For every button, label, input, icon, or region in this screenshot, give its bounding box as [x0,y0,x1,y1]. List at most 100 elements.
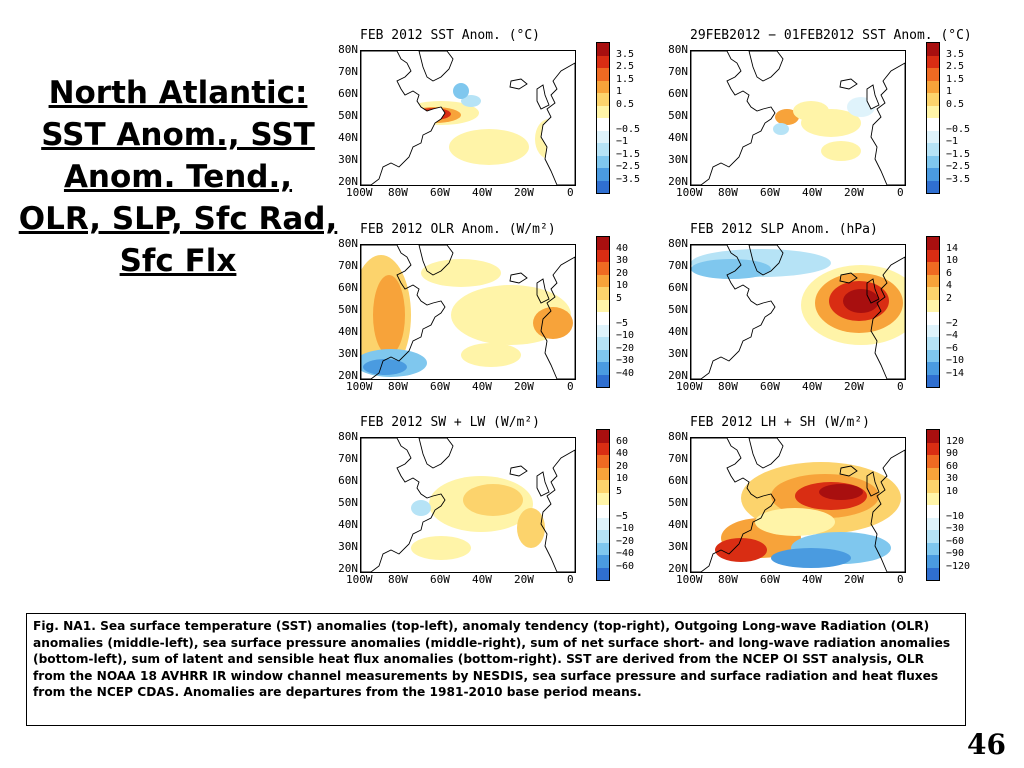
panel-title: FEB 2012 OLR Anom. (W/m²) [360,222,556,237]
north-america-coast [691,51,776,185]
europe-africa-coast [540,62,575,185]
latitude-label: 30N [668,347,688,360]
latitude-label: 30N [338,153,358,166]
anomaly-region [363,359,407,375]
latitude-label: 80N [668,237,688,250]
longitude-label: 60W [430,186,450,199]
latitude-label: 20N [338,175,358,188]
longitude-label: 40W [472,573,492,586]
legend-color-band [927,180,939,193]
latitude-label: 40N [668,518,688,531]
legend-color-band [597,274,609,287]
legend-color-band [597,80,609,93]
legend-level-label: 2.5 [946,61,965,72]
europe-africa-coast [540,449,575,572]
longitude-label: 60W [760,573,780,586]
legend-color-band [597,43,609,56]
legend-color-band [597,118,609,131]
legend-color-band [927,168,939,181]
legend-level-label: 40 [616,448,629,459]
latitude-label: 30N [668,153,688,166]
legend-color-band [927,374,939,387]
legend-color-band [597,492,609,505]
legend-level-label: 10 [946,255,959,266]
latitude-label: 30N [668,540,688,553]
anomaly-region [715,538,767,562]
legend-level-label: 10 [946,485,959,497]
anomaly-region [421,259,501,287]
latitude-label: 50N [668,303,688,316]
color-legend-bar [596,429,610,581]
legend-level-label: 3.5 [946,48,965,60]
legend-level-label: −6 [946,342,959,354]
anomaly-map [360,244,576,380]
legend-level-label: 5 [616,485,623,497]
longitude-label: 80W [388,380,408,393]
legend-level-label: −120 [946,560,971,572]
panel-title: FEB 2012 SW + LW (W/m²) [360,415,541,430]
iceland-coast [839,465,858,477]
legend-color-band [927,312,939,325]
uk-coast [536,471,550,497]
latitude-label: 60N [338,281,358,294]
longitude-label: 100W [676,186,703,199]
legend-color-band [927,287,939,300]
map-panel: FEB 2012 SW + LW (W/m²) 80N 70N 60N 50N 40N 30… [320,415,650,615]
legend-level-label: 40 [616,242,629,254]
slide-title: North Atlantic: SST Anom., SST Anom. Ten… [18,75,338,279]
legend-level-label: 2.5 [616,61,635,72]
legend-level-label: −20 [616,535,635,547]
legend-color-band [927,55,939,68]
north-america-coast [361,245,446,379]
legend-color-band [597,155,609,168]
legend-level-label: 90 [946,448,959,459]
longitude-label: 20W [844,380,864,393]
legend-level-label: 1 [616,86,623,97]
greenland-coast [418,51,454,82]
anomaly-region [453,83,469,99]
iceland-coast [509,78,528,90]
legend-level-label: 1.5 [616,73,635,85]
legend-level-label: −1 [946,136,959,147]
longitude-label: 20W [514,380,534,393]
latitude-label: 30N [338,347,358,360]
legend-color-band [597,442,609,455]
legend-level-label: −3.5 [616,173,641,185]
longitude-label: 0 [897,186,904,199]
latitude-label: 80N [338,237,358,250]
legend-color-band [597,349,609,362]
legend-color-band [597,555,609,568]
anomaly-region [517,508,545,548]
anomaly-region [449,129,529,165]
legend-color-band [597,467,609,480]
latitude-label: 20N [668,369,688,382]
latitude-label: 60N [668,87,688,100]
panel-title: FEB 2012 SST Anom. (°C) [360,28,541,43]
longitude-label: 60W [760,380,780,393]
greenland-coast [748,51,784,82]
legend-color-band [597,168,609,181]
map-panel: FEB 2012 SST Anom. (°C) 80N 70N 60N 50N 40N 30… [320,28,650,228]
latitude-label: 40N [668,325,688,338]
legend-color-band [927,155,939,168]
europe-africa-coast [870,449,905,572]
legend-color-band [597,542,609,555]
longitude-label: 80W [388,186,408,199]
color-legend-bar [926,236,940,388]
latitude-label: 70N [338,259,358,272]
legend-color-band [927,349,939,362]
legend-color-band [597,55,609,68]
legend-level-label: −20 [616,342,635,354]
latitude-label: 50N [668,496,688,509]
legend-color-band [597,143,609,156]
legend-level-label: −3.5 [946,173,971,185]
legend-color-band [927,105,939,118]
longitude-label: 0 [897,573,904,586]
legend-color-band [597,324,609,337]
greenland-coast [418,438,454,469]
longitude-label: 80W [388,573,408,586]
legend-level-label: −10 [616,523,635,534]
longitude-label: 40W [802,380,822,393]
anomaly-region [411,500,431,516]
legend-level-label: 0.5 [946,98,965,110]
